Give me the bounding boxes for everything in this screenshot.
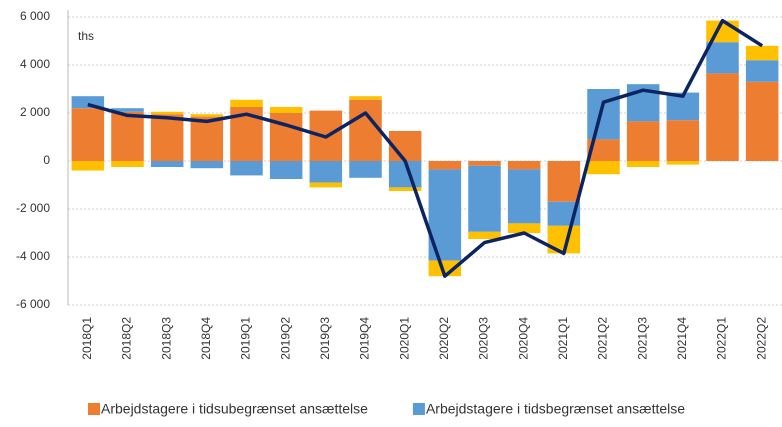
unit-annotation: ths bbox=[78, 29, 94, 43]
bar bbox=[269, 107, 303, 113]
bar bbox=[190, 114, 224, 117]
x-tick-label: 2022Q1 bbox=[715, 317, 729, 360]
y-tick-label: -2 000 bbox=[16, 201, 50, 215]
bar bbox=[349, 96, 382, 100]
bar bbox=[507, 161, 541, 170]
x-tick-label: 2020Q3 bbox=[477, 317, 491, 360]
bar bbox=[626, 121, 660, 161]
legend-label: Arbejdstagere i tidsubegrænset ansættels… bbox=[101, 401, 368, 417]
line bbox=[87, 18, 764, 278]
x-tick-label: 2020Q1 bbox=[397, 317, 411, 360]
y-tick-label: 6 000 bbox=[20, 9, 50, 23]
legend-label: Arbejdstagere i tidsbegrænset ansættelse bbox=[426, 401, 685, 417]
legend-swatch bbox=[412, 403, 425, 415]
x-tick-label: 2019Q4 bbox=[358, 317, 372, 360]
x-tick-label: 2019Q2 bbox=[278, 317, 292, 360]
bar bbox=[349, 161, 382, 178]
bar bbox=[190, 161, 224, 169]
x-tick-label: 2019Q3 bbox=[318, 317, 332, 360]
y-tick-label: -4 000 bbox=[16, 249, 50, 263]
bar bbox=[150, 111, 184, 115]
bar bbox=[587, 161, 620, 175]
x-tick-label: 2018Q4 bbox=[199, 317, 213, 360]
bar bbox=[190, 116, 224, 161]
x-tick-label: 2021Q1 bbox=[556, 317, 570, 360]
bar bbox=[150, 114, 184, 161]
bar bbox=[666, 161, 700, 165]
x-tick-label: 2022Q2 bbox=[754, 317, 768, 360]
y-tick-label: 2 000 bbox=[20, 105, 50, 119]
bar bbox=[111, 108, 144, 112]
y-tick-label: -6 000 bbox=[16, 297, 50, 311]
x-tick-label: 2018Q2 bbox=[120, 317, 134, 360]
bar bbox=[587, 139, 620, 161]
bar bbox=[468, 161, 501, 166]
bar bbox=[309, 182, 343, 188]
bar bbox=[666, 120, 700, 161]
x-tick-label: 2021Q3 bbox=[635, 317, 649, 360]
bar bbox=[745, 60, 779, 82]
y-tick-label: 4 000 bbox=[20, 57, 50, 71]
bar bbox=[71, 108, 105, 161]
bar bbox=[626, 161, 660, 167]
bar bbox=[71, 161, 105, 171]
x-tick-label: 2018Q3 bbox=[159, 317, 173, 360]
bar bbox=[587, 89, 620, 140]
bar bbox=[507, 169, 541, 224]
bar bbox=[547, 161, 581, 202]
bar bbox=[230, 99, 263, 107]
bar bbox=[111, 161, 144, 167]
bar bbox=[309, 161, 343, 183]
bar bbox=[468, 165, 501, 232]
bar bbox=[388, 187, 422, 191]
y-tick-label: 0 bbox=[43, 153, 50, 167]
x-tick-label: 2020Q2 bbox=[437, 317, 451, 360]
bar bbox=[468, 231, 501, 239]
bar bbox=[150, 161, 184, 167]
legend-swatch bbox=[88, 403, 100, 415]
bar bbox=[706, 73, 739, 161]
bar bbox=[349, 99, 382, 161]
x-tick-label: 2019Q1 bbox=[239, 317, 253, 360]
x-tick-label: 2021Q2 bbox=[596, 317, 610, 360]
bar bbox=[745, 81, 779, 161]
bar bbox=[507, 223, 541, 233]
x-tick-label: 2021Q4 bbox=[675, 317, 689, 360]
bar bbox=[428, 161, 462, 170]
bar bbox=[269, 161, 303, 179]
x-tick-label: 2020Q4 bbox=[516, 317, 530, 360]
x-tick-label: 2018Q1 bbox=[80, 317, 94, 360]
bar bbox=[706, 42, 739, 74]
bar bbox=[745, 45, 779, 61]
bar bbox=[428, 260, 462, 277]
bar bbox=[230, 161, 263, 176]
bar bbox=[111, 111, 144, 161]
